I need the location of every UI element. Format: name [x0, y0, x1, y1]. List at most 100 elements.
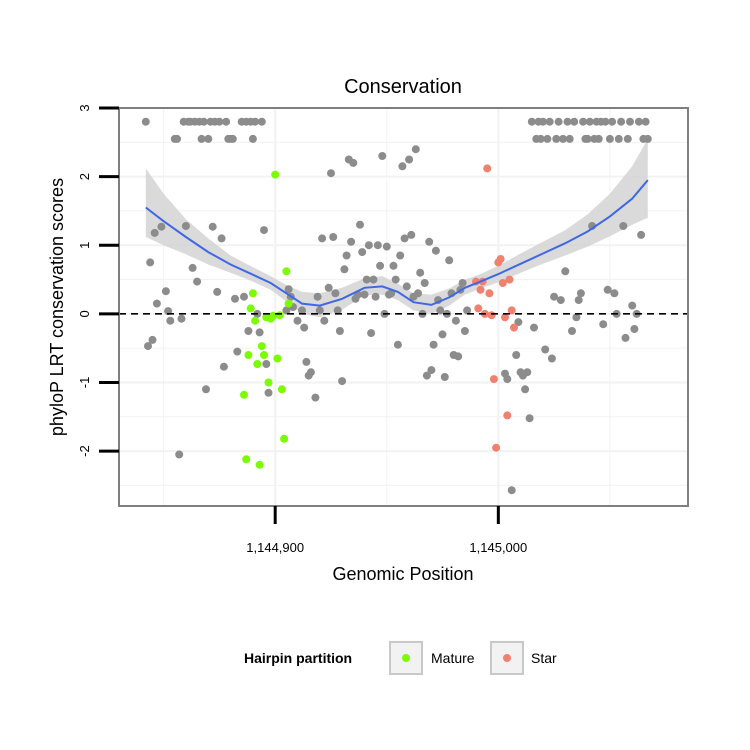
- chart-title: Conservation: [344, 76, 462, 98]
- data-point: [347, 237, 356, 246]
- data-point: [382, 242, 391, 251]
- data-point-mature: [244, 351, 253, 359]
- data-point-mature: [275, 311, 284, 320]
- data-point: [570, 117, 579, 126]
- data-point: [559, 134, 567, 143]
- data-point: [614, 134, 623, 143]
- data-point: [422, 371, 431, 380]
- x-axis-label: Genomic Position: [332, 564, 473, 584]
- data-point: [628, 301, 637, 310]
- legend-swatch-star: [503, 654, 511, 662]
- data-point: [356, 220, 364, 229]
- data-point: [463, 306, 472, 315]
- data-point: [436, 306, 445, 315]
- data-point: [427, 366, 436, 375]
- data-point: [358, 248, 367, 257]
- data-point-star: [501, 313, 509, 322]
- data-point: [262, 360, 271, 368]
- data-point: [257, 117, 266, 126]
- data-point-mature: [264, 378, 273, 387]
- data-point: [451, 316, 460, 325]
- data-point: [603, 285, 612, 294]
- data-point: [574, 296, 583, 305]
- data-point-mature: [242, 455, 251, 464]
- data-point: [313, 292, 322, 301]
- data-point: [213, 287, 222, 296]
- data-point: [349, 158, 358, 167]
- data-point: [523, 368, 532, 377]
- data-point: [197, 134, 206, 143]
- data-point: [585, 117, 594, 126]
- data-point: [541, 345, 550, 354]
- data-point: [302, 357, 311, 366]
- data-point: [583, 134, 592, 143]
- data-point: [398, 162, 407, 171]
- data-point: [438, 330, 447, 339]
- data-point: [315, 306, 324, 315]
- data-point: [222, 117, 231, 126]
- legend-title: Hairpin partition: [244, 650, 352, 666]
- data-point: [362, 275, 371, 284]
- data-point-star: [496, 255, 505, 263]
- data-point: [233, 347, 242, 356]
- data-point: [260, 226, 268, 235]
- data-point: [202, 385, 210, 394]
- data-point: [454, 352, 463, 361]
- legend: Hairpin partition Mature Star: [244, 641, 557, 675]
- data-point: [293, 316, 302, 325]
- data-point: [333, 306, 342, 315]
- data-point-mature: [253, 360, 262, 368]
- data-point: [373, 241, 382, 250]
- data-point: [146, 258, 155, 267]
- data-point-star: [507, 306, 516, 315]
- data-point: [572, 313, 581, 322]
- data-point: [219, 362, 228, 371]
- data-point: [284, 285, 293, 294]
- data-point: [327, 169, 335, 178]
- data-point: [634, 117, 643, 126]
- data-point-star: [483, 164, 492, 173]
- data-point: [393, 340, 402, 349]
- data-point: [637, 230, 646, 239]
- data-point-star: [485, 289, 494, 298]
- data-point: [599, 320, 608, 329]
- data-point: [367, 329, 376, 338]
- data-point: [643, 134, 652, 143]
- data-point: [364, 241, 373, 250]
- data-point: [402, 282, 411, 291]
- data-point: [525, 414, 534, 423]
- data-point: [173, 134, 181, 143]
- data-point: [166, 316, 175, 325]
- data-point: [460, 327, 469, 335]
- data-point-mature: [255, 460, 264, 469]
- smooth-line: [145, 179, 649, 307]
- data-point-star: [476, 285, 485, 294]
- data-point: [188, 263, 197, 272]
- data-point: [318, 234, 327, 243]
- legend-swatch-mature: [402, 654, 410, 662]
- data-point: [617, 117, 626, 126]
- data-point: [619, 222, 628, 230]
- data-point: [630, 325, 639, 333]
- data-point: [215, 117, 224, 126]
- y-tick-label: 3: [77, 104, 92, 111]
- data-point: [152, 299, 161, 308]
- data-point-mature: [248, 289, 257, 298]
- data-point-mature: [273, 354, 282, 363]
- data-point: [512, 351, 521, 359]
- data-point-star: [505, 275, 514, 284]
- legend-label-mature: Mature: [431, 650, 475, 666]
- data-point: [300, 323, 309, 332]
- data-point: [204, 134, 213, 143]
- data-point: [503, 375, 512, 384]
- data-point: [320, 316, 329, 325]
- plot-border: [118, 107, 689, 507]
- data-point: [576, 289, 585, 298]
- data-point: [369, 275, 378, 284]
- data-point-star: [487, 311, 496, 320]
- data-point: [342, 251, 351, 260]
- data-point: [514, 318, 523, 327]
- data-point: [626, 117, 634, 126]
- data-point: [539, 117, 547, 126]
